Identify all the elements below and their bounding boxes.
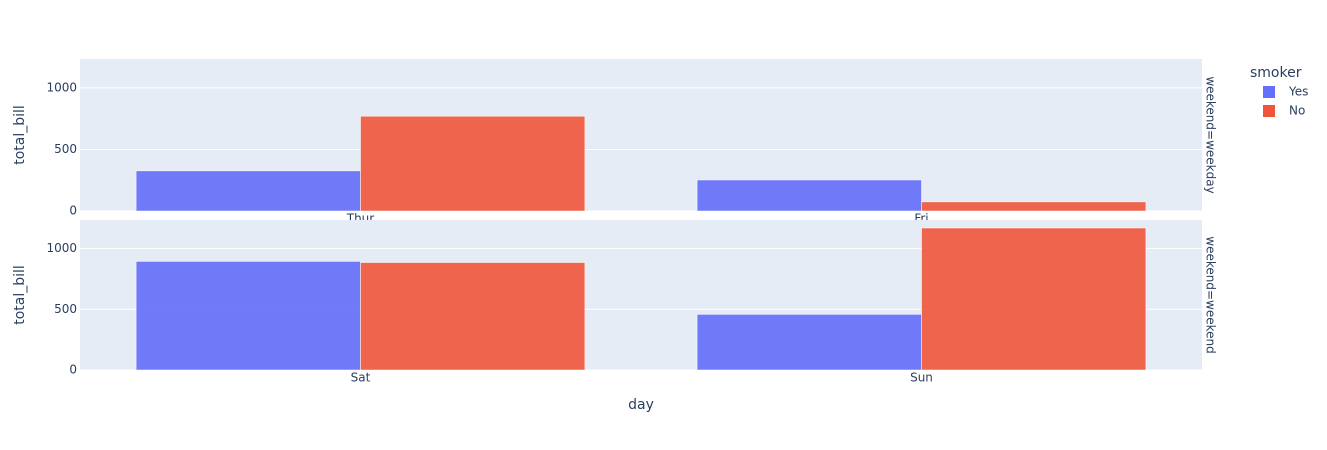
legend-title: smoker [1250, 65, 1302, 81]
y-tick-label: 1000 [46, 80, 77, 94]
facet-label: weekend=weekend [1204, 236, 1218, 353]
y-axis-title: total_bill [12, 105, 28, 165]
y-tick-label: 0 [69, 363, 77, 377]
bar [921, 227, 1147, 371]
bar [921, 201, 1147, 212]
x-axis-title: day [628, 397, 654, 413]
legend-label: No [1289, 104, 1305, 118]
x-tick-label: Sat [351, 371, 371, 385]
y-tick-label: 1000 [46, 241, 77, 255]
bar [360, 262, 586, 371]
y-tick-label: 500 [54, 302, 77, 316]
facet-label: weekend=weekday [1204, 76, 1218, 193]
y-tick-label: 500 [54, 142, 77, 156]
bar [135, 261, 361, 371]
legend-swatch [1263, 105, 1275, 117]
legend-swatch [1263, 86, 1275, 98]
bar [360, 115, 586, 212]
legend-label: Yes [1288, 85, 1308, 99]
y-axis-title: total_bill [12, 265, 28, 325]
bar [696, 314, 922, 371]
y-tick-label: 0 [69, 204, 77, 218]
x-tick-label: Sun [910, 371, 933, 385]
bar [696, 179, 922, 212]
bar [135, 170, 361, 212]
